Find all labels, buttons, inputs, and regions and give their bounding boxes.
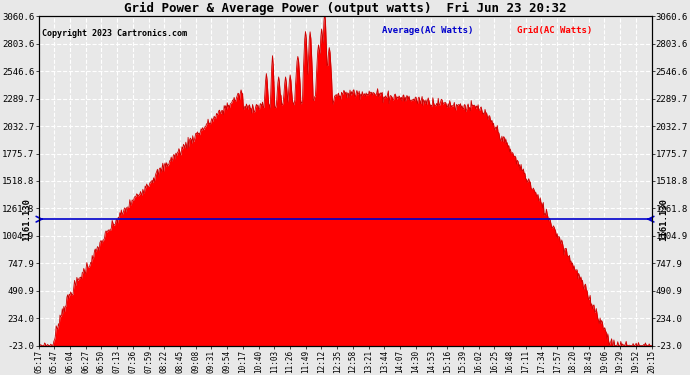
Text: Average(AC Watts): Average(AC Watts) [382,26,473,35]
Text: 1161.130: 1161.130 [660,198,669,241]
Text: Grid(AC Watts): Grid(AC Watts) [517,26,592,35]
Text: Copyright 2023 Cartronics.com: Copyright 2023 Cartronics.com [41,30,186,39]
Title: Grid Power & Average Power (output watts)  Fri Jun 23 20:32: Grid Power & Average Power (output watts… [124,2,566,15]
Text: 1161.130: 1161.130 [21,198,30,241]
